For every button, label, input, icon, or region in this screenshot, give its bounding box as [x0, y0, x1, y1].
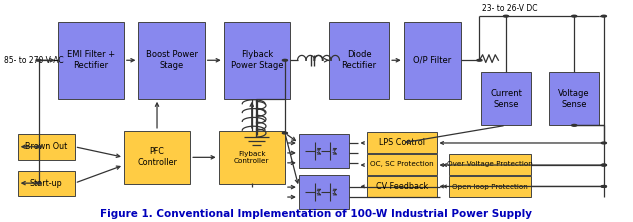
Circle shape	[282, 132, 287, 134]
Circle shape	[601, 186, 606, 187]
FancyBboxPatch shape	[367, 176, 437, 197]
Circle shape	[503, 15, 508, 17]
Text: Figure 1. Conventional Implementation of 100-W Industrial Power Supply: Figure 1. Conventional Implementation of…	[101, 209, 532, 219]
Text: LPS Control: LPS Control	[379, 138, 425, 147]
Text: Voltage
Sense: Voltage Sense	[558, 89, 590, 109]
Circle shape	[282, 59, 287, 61]
Text: OC, SC Protection: OC, SC Protection	[370, 161, 434, 167]
Circle shape	[572, 15, 577, 17]
Text: 85- to 270-V AC: 85- to 270-V AC	[4, 56, 63, 65]
FancyBboxPatch shape	[480, 72, 531, 125]
Text: Flyback
Power Stage: Flyback Power Stage	[230, 50, 283, 70]
Text: 23- to 26-V DC: 23- to 26-V DC	[482, 4, 537, 13]
FancyBboxPatch shape	[18, 134, 75, 160]
Circle shape	[601, 15, 606, 17]
Text: Brown Out: Brown Out	[25, 142, 67, 151]
FancyBboxPatch shape	[549, 72, 599, 125]
Text: CV Feedback: CV Feedback	[375, 182, 428, 191]
Circle shape	[601, 142, 606, 144]
Text: Start-up: Start-up	[30, 179, 63, 188]
FancyBboxPatch shape	[299, 134, 349, 168]
FancyBboxPatch shape	[449, 154, 531, 175]
FancyBboxPatch shape	[223, 22, 290, 99]
Text: O/P Filter: O/P Filter	[413, 56, 451, 65]
FancyBboxPatch shape	[367, 132, 437, 153]
Circle shape	[36, 146, 41, 148]
Circle shape	[36, 59, 41, 61]
FancyBboxPatch shape	[404, 22, 460, 99]
Text: Over Voltage Protection: Over Voltage Protection	[448, 161, 533, 167]
FancyBboxPatch shape	[329, 22, 389, 99]
Text: Current
Sense: Current Sense	[490, 89, 522, 109]
Circle shape	[36, 182, 41, 184]
Circle shape	[601, 186, 606, 187]
FancyBboxPatch shape	[367, 154, 437, 175]
FancyBboxPatch shape	[299, 175, 349, 209]
Circle shape	[477, 59, 482, 61]
Circle shape	[572, 125, 577, 126]
Text: Boost Power
Stage: Boost Power Stage	[146, 50, 197, 70]
Text: Diode
Rectifier: Diode Rectifier	[342, 50, 377, 70]
FancyBboxPatch shape	[449, 176, 531, 197]
Text: Open loop Protection: Open loop Protection	[453, 184, 528, 190]
FancyBboxPatch shape	[18, 170, 75, 196]
Circle shape	[601, 164, 606, 166]
FancyBboxPatch shape	[218, 131, 285, 184]
FancyBboxPatch shape	[58, 22, 124, 99]
FancyBboxPatch shape	[124, 131, 190, 184]
Text: Flyback
Controller: Flyback Controller	[234, 151, 270, 164]
Circle shape	[601, 164, 606, 166]
FancyBboxPatch shape	[139, 22, 204, 99]
Text: PFC
Controller: PFC Controller	[137, 147, 177, 167]
Text: EMI Filter +
Rectifier: EMI Filter + Rectifier	[66, 50, 115, 70]
